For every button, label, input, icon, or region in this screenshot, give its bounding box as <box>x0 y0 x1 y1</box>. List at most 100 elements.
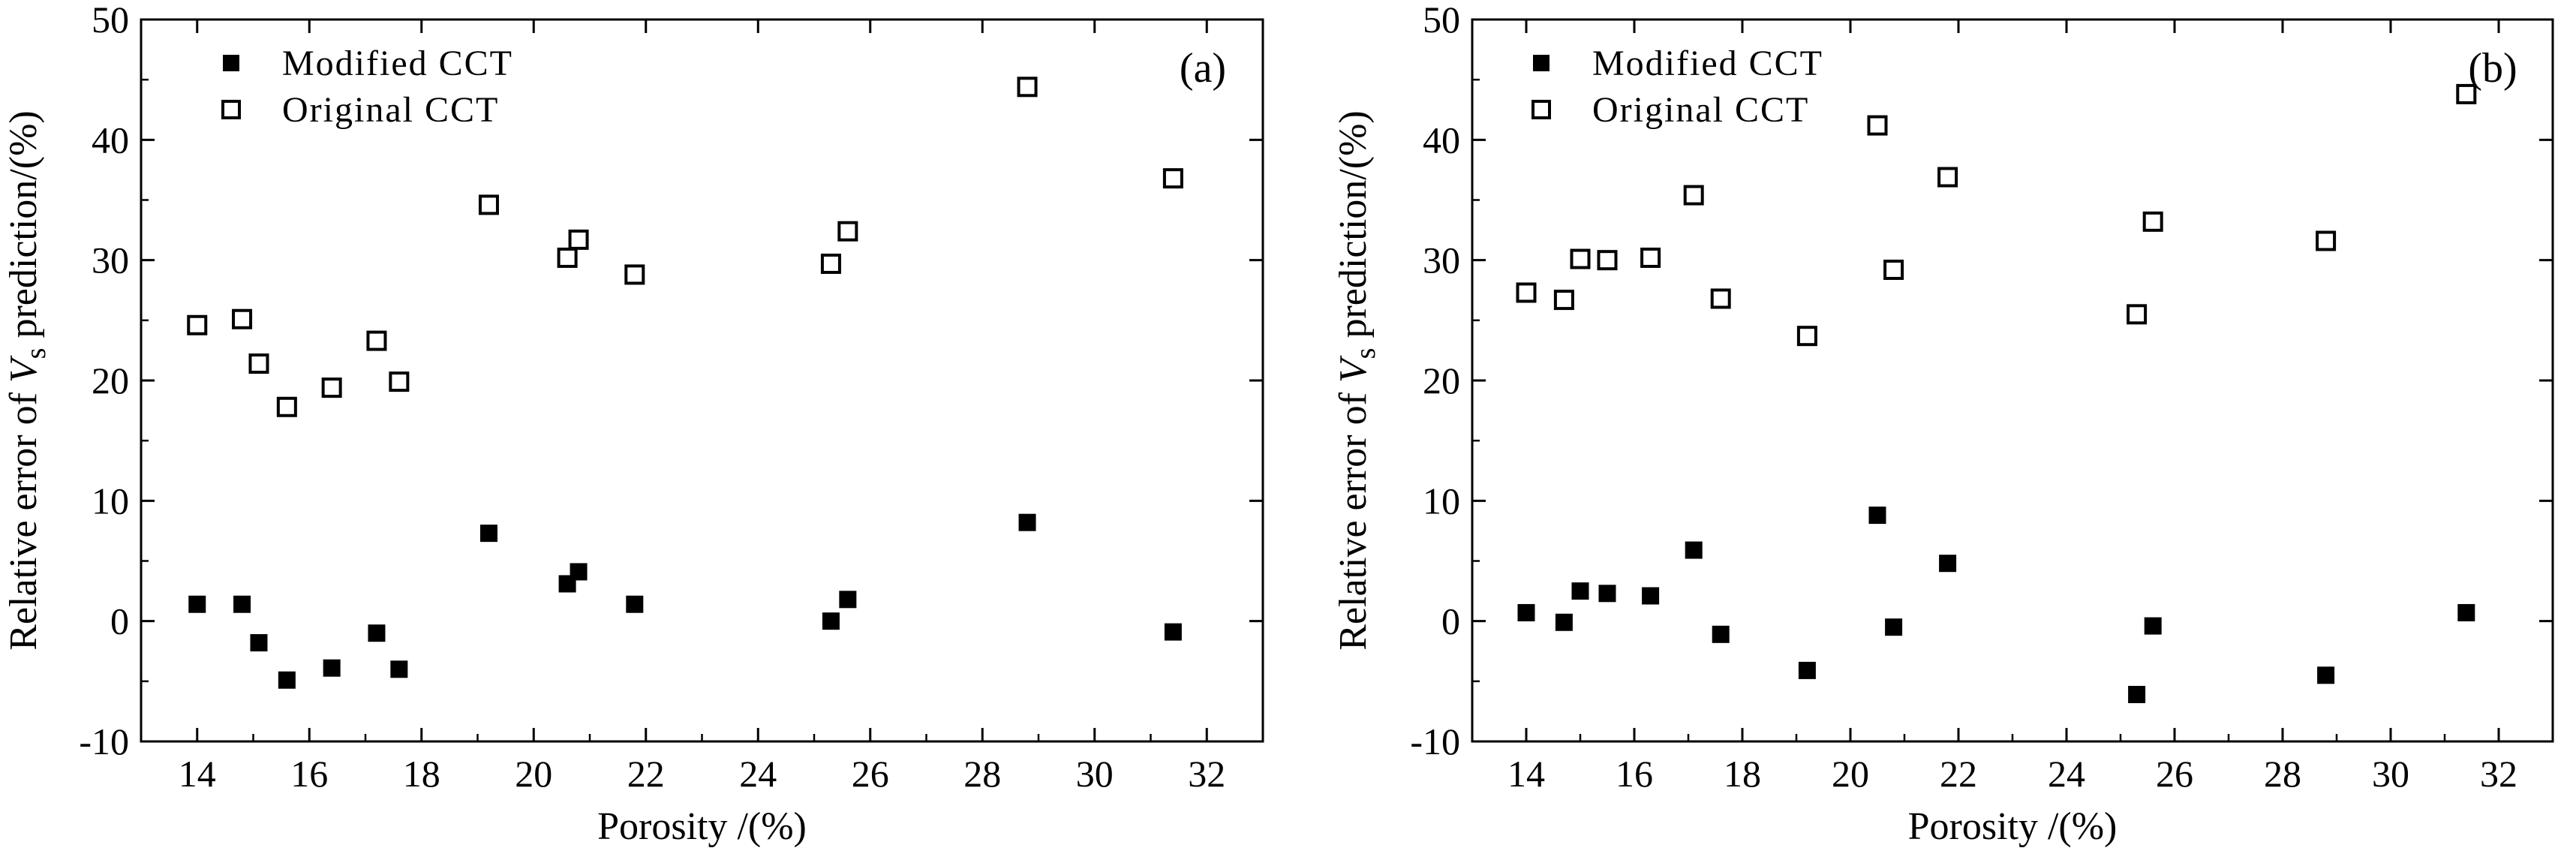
data-point <box>1937 167 1958 188</box>
y-tick-label: 20 <box>1423 359 1460 401</box>
data-point <box>478 194 499 215</box>
data-point <box>321 377 342 398</box>
data-point <box>822 612 840 630</box>
data-point <box>1868 507 1886 525</box>
data-point <box>1683 185 1704 206</box>
y-tick-label: 40 <box>92 119 129 161</box>
data-point <box>1017 77 1038 98</box>
data-point <box>1555 613 1573 631</box>
data-point <box>570 563 588 581</box>
data-point <box>250 634 268 652</box>
data-point <box>366 330 387 351</box>
legend: Modified CCT Original CCT <box>221 44 512 130</box>
y-tick-label: 50 <box>1423 0 1460 41</box>
x-tick-label: 32 <box>1188 753 1225 795</box>
x-tick-label: 22 <box>1940 753 1977 795</box>
data-point <box>1571 582 1589 600</box>
series-original-cct <box>1516 83 2477 347</box>
data-point <box>368 624 386 642</box>
x-axis-label: Porosity /(%) <box>1908 805 2118 848</box>
y-tick-label: 10 <box>92 480 129 522</box>
x-tick-label: 22 <box>627 753 665 795</box>
y-tick-label: 30 <box>1423 239 1460 281</box>
data-point <box>233 595 251 613</box>
y-axis-label: Relative error of Vs prediction/(%) <box>2 110 52 650</box>
data-point <box>2317 666 2335 684</box>
data-point <box>1553 290 1574 311</box>
y-tick-label: 0 <box>110 600 129 642</box>
x-tick-label: 20 <box>1832 753 1869 795</box>
y-tick-label: 0 <box>1441 600 1460 642</box>
x-tick-label: 20 <box>515 753 552 795</box>
x-axis-label: Porosity /(%) <box>597 805 807 848</box>
x-tick-label: 18 <box>1724 753 1761 795</box>
data-point <box>1517 603 1535 621</box>
x-tick-label: 26 <box>852 753 889 795</box>
data-point <box>2457 603 2475 621</box>
data-point <box>248 353 269 374</box>
chart-panel-b: 14 16 18 20 22 24 26 28 30 32 -10 0 10 20 30 40 50 Porosi… <box>1332 0 2554 848</box>
data-point <box>837 221 858 242</box>
data-point <box>1796 326 1817 347</box>
data-point <box>2144 617 2162 635</box>
legend-label: Original CCT <box>1592 90 1809 130</box>
data-point <box>2127 304 2148 325</box>
y-tick-label: 20 <box>92 359 129 401</box>
x-tick-label: 30 <box>2372 753 2409 795</box>
x-tick-label: 24 <box>739 753 777 795</box>
data-point <box>1883 259 1904 280</box>
data-point <box>1798 661 1816 679</box>
y-axis-label-prefix: Relative error of <box>1332 383 1375 651</box>
x-tick-label: 16 <box>1616 753 1653 795</box>
x-tick-label: 28 <box>2264 753 2301 795</box>
legend-marker-filled-square-icon <box>1533 55 1550 71</box>
data-point <box>1516 282 1537 303</box>
y-tick-label: 40 <box>1423 119 1460 161</box>
chart-panel-a: 14 16 18 20 22 24 26 28 30 32 -10 0 10 20 30 40 50 Porosi… <box>2 0 1264 848</box>
data-point <box>232 308 253 329</box>
y-axis-label: Relative error of Vs prediction/(%) <box>1332 110 1381 650</box>
panel-label: (a) <box>1180 45 1226 92</box>
legend-marker-open-square-icon <box>1531 100 1551 119</box>
data-point <box>323 659 341 677</box>
data-point <box>557 247 578 268</box>
x-tick-label: 24 <box>2048 753 2085 795</box>
data-point <box>2128 685 2146 703</box>
data-point <box>187 314 208 335</box>
y-tick-label: -10 <box>79 720 129 762</box>
y-axis-label-prefix: Relative error of <box>2 383 45 651</box>
y-axis-label-suffix: prediction/(%) <box>1332 110 1375 347</box>
data-point <box>624 264 645 285</box>
panel-label: (b) <box>2468 45 2517 92</box>
data-point <box>1710 288 1731 309</box>
x-tick-label: 32 <box>2480 753 2517 795</box>
y-tick-label: 10 <box>1423 480 1460 522</box>
data-point <box>1885 618 1903 636</box>
legend-marker-open-square-icon <box>221 100 241 119</box>
data-point <box>1598 585 1616 603</box>
data-point <box>390 660 408 678</box>
y-tick-label: 30 <box>92 239 129 281</box>
data-point <box>1597 250 1618 271</box>
series-original-cct <box>187 77 1183 417</box>
data-point <box>2142 211 2163 232</box>
y-axis-label-subscript: s <box>1350 348 1381 359</box>
data-point <box>188 595 206 613</box>
data-point <box>1640 247 1661 268</box>
data-point <box>278 671 296 689</box>
data-point <box>1570 248 1591 269</box>
data-point <box>820 253 841 274</box>
y-axis-label-variable: V <box>1332 355 1375 383</box>
data-point <box>1939 555 1957 573</box>
series-modified-cct <box>1517 507 2475 703</box>
legend: Modified CCT Original CCT <box>1531 44 1822 130</box>
x-tick-label: 26 <box>2156 753 2193 795</box>
data-point <box>1164 623 1182 641</box>
data-point <box>479 525 497 543</box>
data-point <box>1867 115 1888 136</box>
x-tick-label: 18 <box>403 753 440 795</box>
data-point <box>1642 587 1660 605</box>
y-axis-label-suffix: prediction/(%) <box>2 110 45 347</box>
data-point <box>1685 541 1703 559</box>
